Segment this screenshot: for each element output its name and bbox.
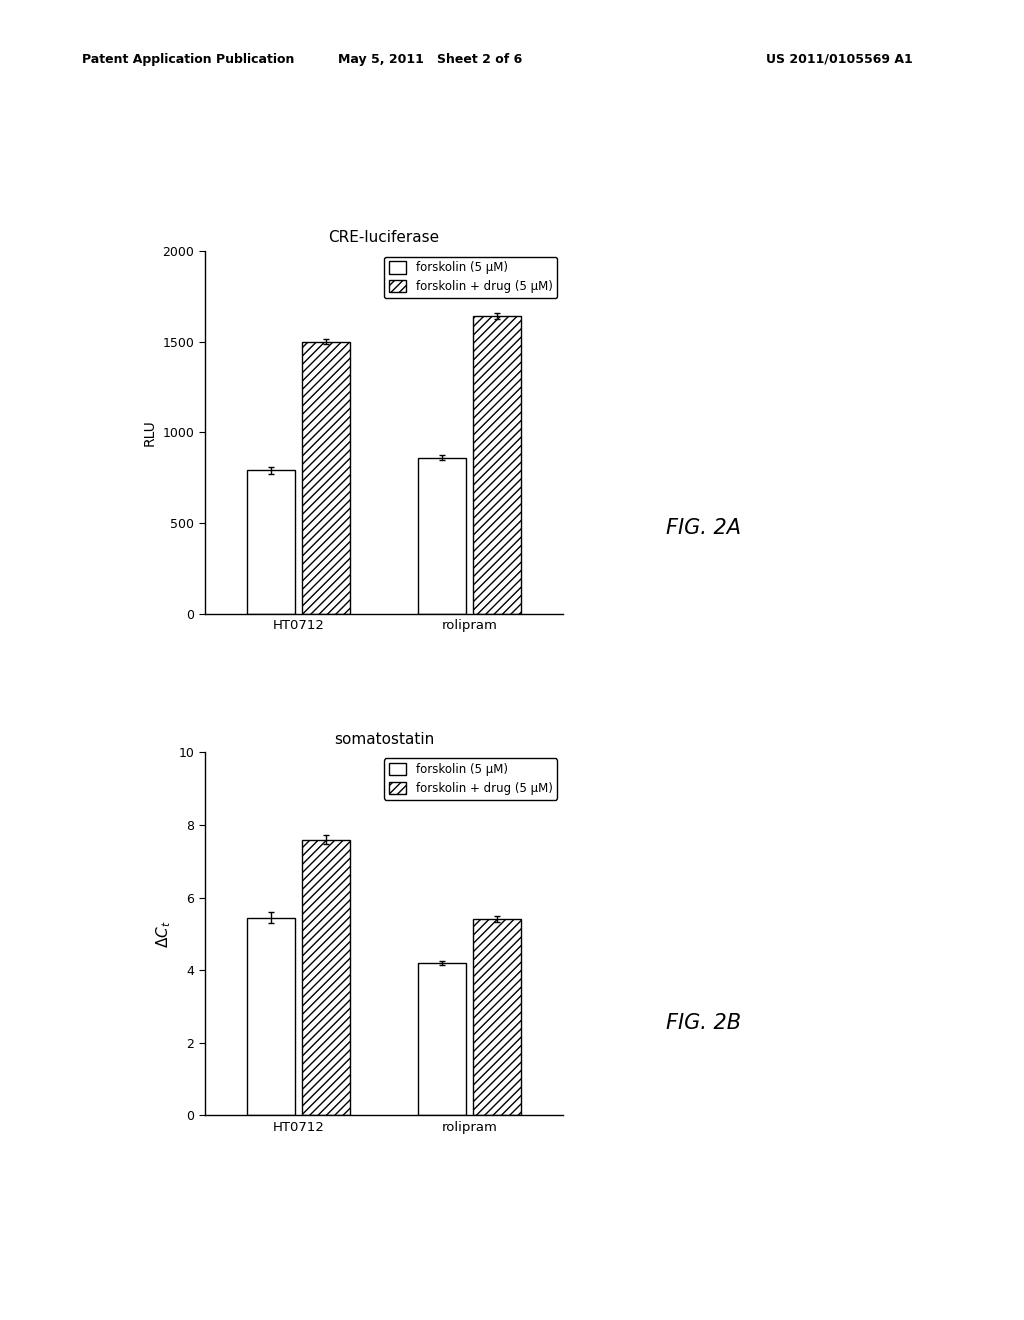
Bar [418,458,466,614]
Y-axis label: $\Delta C_t$: $\Delta C_t$ [155,920,173,948]
Text: FIG. 2B: FIG. 2B [666,1012,740,1034]
Bar [302,840,350,1115]
Y-axis label: RLU: RLU [143,418,157,446]
Text: May 5, 2011   Sheet 2 of 6: May 5, 2011 Sheet 2 of 6 [338,53,522,66]
Bar [302,342,350,614]
Legend: forskolin (5 μM), forskolin + drug (5 μM): forskolin (5 μM), forskolin + drug (5 μM… [384,256,557,298]
Text: US 2011/0105569 A1: US 2011/0105569 A1 [766,53,913,66]
Bar [248,917,295,1115]
Bar [473,919,520,1115]
Bar [418,964,466,1115]
Text: FIG. 2A: FIG. 2A [666,517,740,539]
Bar [248,470,295,614]
Bar [473,315,520,614]
Text: Patent Application Publication: Patent Application Publication [82,53,294,66]
Legend: forskolin (5 μM), forskolin + drug (5 μM): forskolin (5 μM), forskolin + drug (5 μM… [384,758,557,800]
Title: CRE-luciferase: CRE-luciferase [329,231,439,246]
Title: somatostatin: somatostatin [334,733,434,747]
